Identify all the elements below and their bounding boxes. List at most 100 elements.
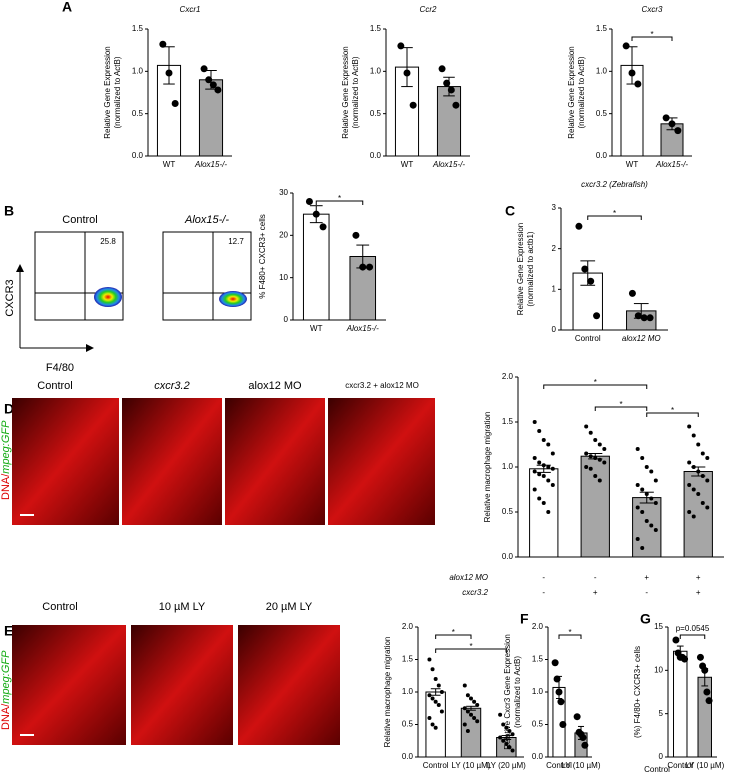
data-point	[559, 721, 567, 728]
data-point	[628, 69, 636, 77]
data-point	[705, 697, 713, 705]
y-axis-label: Relative Gene Expression	[567, 46, 576, 139]
scale-bar	[20, 734, 34, 736]
y-tick-label: 1.5	[402, 655, 414, 664]
data-point	[200, 65, 208, 73]
data-point	[430, 696, 435, 701]
data-point	[674, 127, 682, 135]
x-tick-label: Control	[575, 334, 601, 343]
condition-mark: -	[645, 588, 648, 597]
y-tick-label: 0.5	[596, 109, 608, 118]
data-point	[366, 263, 374, 271]
data-point	[465, 709, 470, 714]
data-point	[352, 231, 360, 239]
data-point	[475, 703, 480, 707]
y-tick-label: 0.5	[402, 720, 414, 729]
data-point	[644, 492, 649, 496]
data-point	[644, 465, 649, 469]
arrowhead	[86, 344, 94, 352]
x-tick-label: Alox15-/-	[346, 324, 379, 333]
data-point	[205, 76, 213, 84]
y-tick-label: 0.5	[370, 109, 382, 118]
data-point	[588, 454, 593, 459]
gfp: mpeg:GFP	[0, 650, 12, 704]
y-axis-label: (normalized to actb1)	[526, 231, 535, 306]
bar	[580, 455, 610, 558]
x-tick-label: WT	[626, 160, 639, 169]
data-point	[465, 693, 470, 698]
data-point	[584, 424, 589, 429]
x-tick-label: LY (20 µM)	[487, 761, 526, 770]
data-point	[696, 469, 701, 474]
y-axis-label: Relative Gene Expression	[103, 46, 112, 139]
data-point	[597, 457, 602, 462]
significance-bracket	[646, 412, 699, 417]
y-tick-label: 2.0	[402, 622, 414, 631]
chart-title: cxcr3.2 (Zebrafish)	[581, 180, 648, 189]
flow-title: Alox15-/-	[184, 214, 229, 226]
y-tick-label: 1.5	[370, 24, 382, 33]
panel-label: F	[520, 611, 529, 627]
flow-title: Control	[62, 214, 97, 226]
y-axis-label: (normalized to ActB)	[113, 56, 122, 128]
data-point	[532, 469, 537, 474]
y-tick-label: 1.0	[502, 462, 514, 471]
data-point	[644, 519, 649, 523]
significance-bracket	[315, 200, 364, 205]
data-point	[472, 699, 477, 704]
panel-label: A	[62, 0, 72, 15]
y-axis-label: Relative Cxcr3 Gene Expression	[503, 634, 512, 750]
panel-label: B	[4, 203, 14, 219]
data-point	[465, 729, 470, 733]
data-point	[403, 69, 411, 77]
data-point	[550, 466, 555, 471]
data-point	[593, 474, 598, 478]
data-point	[597, 442, 602, 447]
data-point	[537, 496, 542, 501]
y-axis-label: (%) F4/80+ CXCR3+ cells	[633, 646, 642, 738]
data-point	[541, 501, 546, 505]
y-tick-label: 1.5	[502, 417, 514, 426]
data-point	[462, 722, 467, 727]
data-point	[635, 483, 640, 487]
data-point	[634, 80, 642, 88]
data-point	[532, 487, 537, 492]
significance-bracket	[558, 634, 582, 639]
data-point	[469, 696, 473, 701]
data-point	[705, 456, 710, 460]
data-point	[452, 101, 460, 109]
data-point	[700, 451, 705, 456]
micrograph	[328, 398, 435, 525]
data-point	[427, 657, 432, 662]
condition-name: alox12 MO	[449, 573, 488, 582]
significance-label: *	[594, 378, 597, 387]
significance-bracket	[631, 36, 673, 41]
significance-label: *	[452, 628, 455, 637]
y-tick-label: 0.5	[502, 507, 514, 516]
data-point	[430, 667, 435, 672]
data-point	[640, 487, 645, 492]
x-tick-label: WT	[163, 160, 176, 169]
density	[219, 291, 247, 307]
side-label: DNA/mpeg:GFP	[0, 420, 12, 500]
y-axis-label: (normalized to ActB)	[351, 56, 360, 128]
data-point	[672, 636, 680, 644]
data-point	[501, 722, 506, 727]
condition-mark: -	[542, 573, 545, 582]
data-point	[409, 101, 417, 109]
data-point	[546, 478, 551, 483]
y-tick-label: 1.5	[532, 655, 544, 664]
data-point	[171, 100, 179, 108]
y-tick-label: 1	[552, 284, 557, 293]
significance-bracket	[679, 634, 706, 639]
y-tick-label: 30	[279, 188, 288, 197]
data-point	[553, 675, 561, 683]
chart-title: Cxcr3	[642, 5, 663, 14]
data-point	[687, 424, 692, 429]
data-point	[602, 460, 607, 465]
data-point	[507, 745, 512, 750]
y-tick-label: 1.5	[132, 24, 144, 33]
data-point	[701, 666, 709, 674]
data-point	[681, 655, 689, 663]
y-tick-label: 1.0	[596, 66, 608, 75]
